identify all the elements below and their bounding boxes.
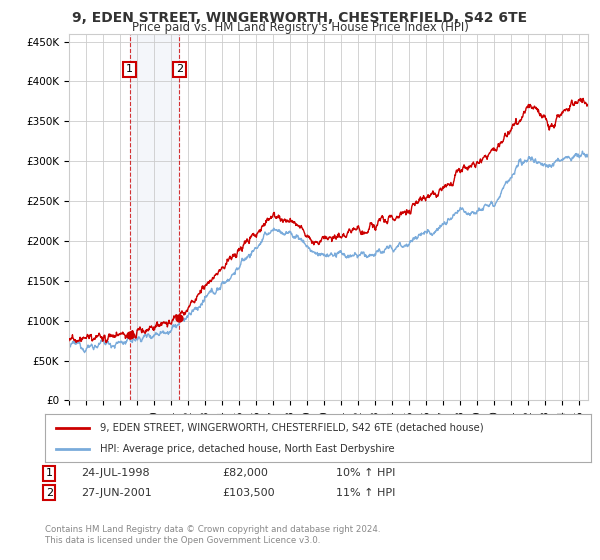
Text: 9, EDEN STREET, WINGERWORTH, CHESTERFIELD, S42 6TE: 9, EDEN STREET, WINGERWORTH, CHESTERFIEL… [73,11,527,25]
Text: £82,000: £82,000 [222,468,268,478]
Text: 24-JUL-1998: 24-JUL-1998 [81,468,149,478]
Text: Price paid vs. HM Land Registry's House Price Index (HPI): Price paid vs. HM Land Registry's House … [131,21,469,34]
Text: 9, EDEN STREET, WINGERWORTH, CHESTERFIELD, S42 6TE (detached house): 9, EDEN STREET, WINGERWORTH, CHESTERFIEL… [100,423,483,433]
Text: This data is licensed under the Open Government Licence v3.0.: This data is licensed under the Open Gov… [45,536,320,545]
Text: 10% ↑ HPI: 10% ↑ HPI [336,468,395,478]
Text: 11% ↑ HPI: 11% ↑ HPI [336,488,395,498]
Text: 1: 1 [126,64,133,74]
Text: HPI: Average price, detached house, North East Derbyshire: HPI: Average price, detached house, Nort… [100,444,394,454]
Text: £103,500: £103,500 [222,488,275,498]
Text: 2: 2 [46,488,53,498]
Text: 27-JUN-2001: 27-JUN-2001 [81,488,152,498]
Text: 1: 1 [46,468,53,478]
Text: Contains HM Land Registry data © Crown copyright and database right 2024.: Contains HM Land Registry data © Crown c… [45,525,380,534]
Text: 2: 2 [176,64,183,74]
Bar [130,34,179,400]
